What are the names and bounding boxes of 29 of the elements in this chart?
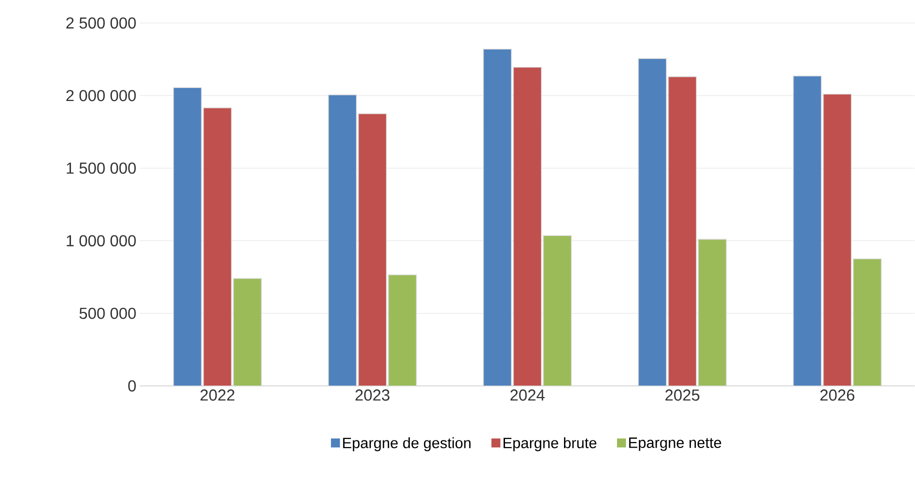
x-tick-label: 2026 [820, 389, 854, 401]
x-tick-label: 2024 [510, 389, 545, 401]
x-tick-label: 2025 [665, 389, 700, 401]
bar [542, 235, 572, 386]
bar [483, 48, 512, 386]
bar [203, 108, 232, 386]
y-tick-label: 500 000 [79, 308, 136, 320]
bar [668, 76, 697, 386]
legend-label: Epargne nette [629, 438, 722, 451]
bar [638, 58, 667, 386]
bar [358, 113, 387, 386]
y-tick-label: 1 500 000 [66, 162, 136, 174]
bar [698, 238, 727, 386]
y-tick-label: 2 500 000 [66, 17, 136, 29]
bar [173, 87, 202, 386]
bar [328, 94, 357, 386]
bar [233, 278, 262, 386]
bar [792, 76, 822, 386]
bar [388, 274, 417, 386]
bar [822, 94, 852, 386]
y-tick-label: 1 000 000 [66, 235, 136, 246]
legend-label: Epargne de gestion [343, 437, 471, 452]
legend-label: Epargne brute [504, 437, 596, 452]
bar [852, 258, 882, 386]
x-tick-label: 2023 [355, 389, 390, 401]
y-tick-label: 0 [128, 380, 136, 392]
x-tick-label: 2022 [200, 389, 234, 401]
y-tick-label: 2 000 000 [66, 90, 136, 102]
bar [512, 66, 542, 386]
